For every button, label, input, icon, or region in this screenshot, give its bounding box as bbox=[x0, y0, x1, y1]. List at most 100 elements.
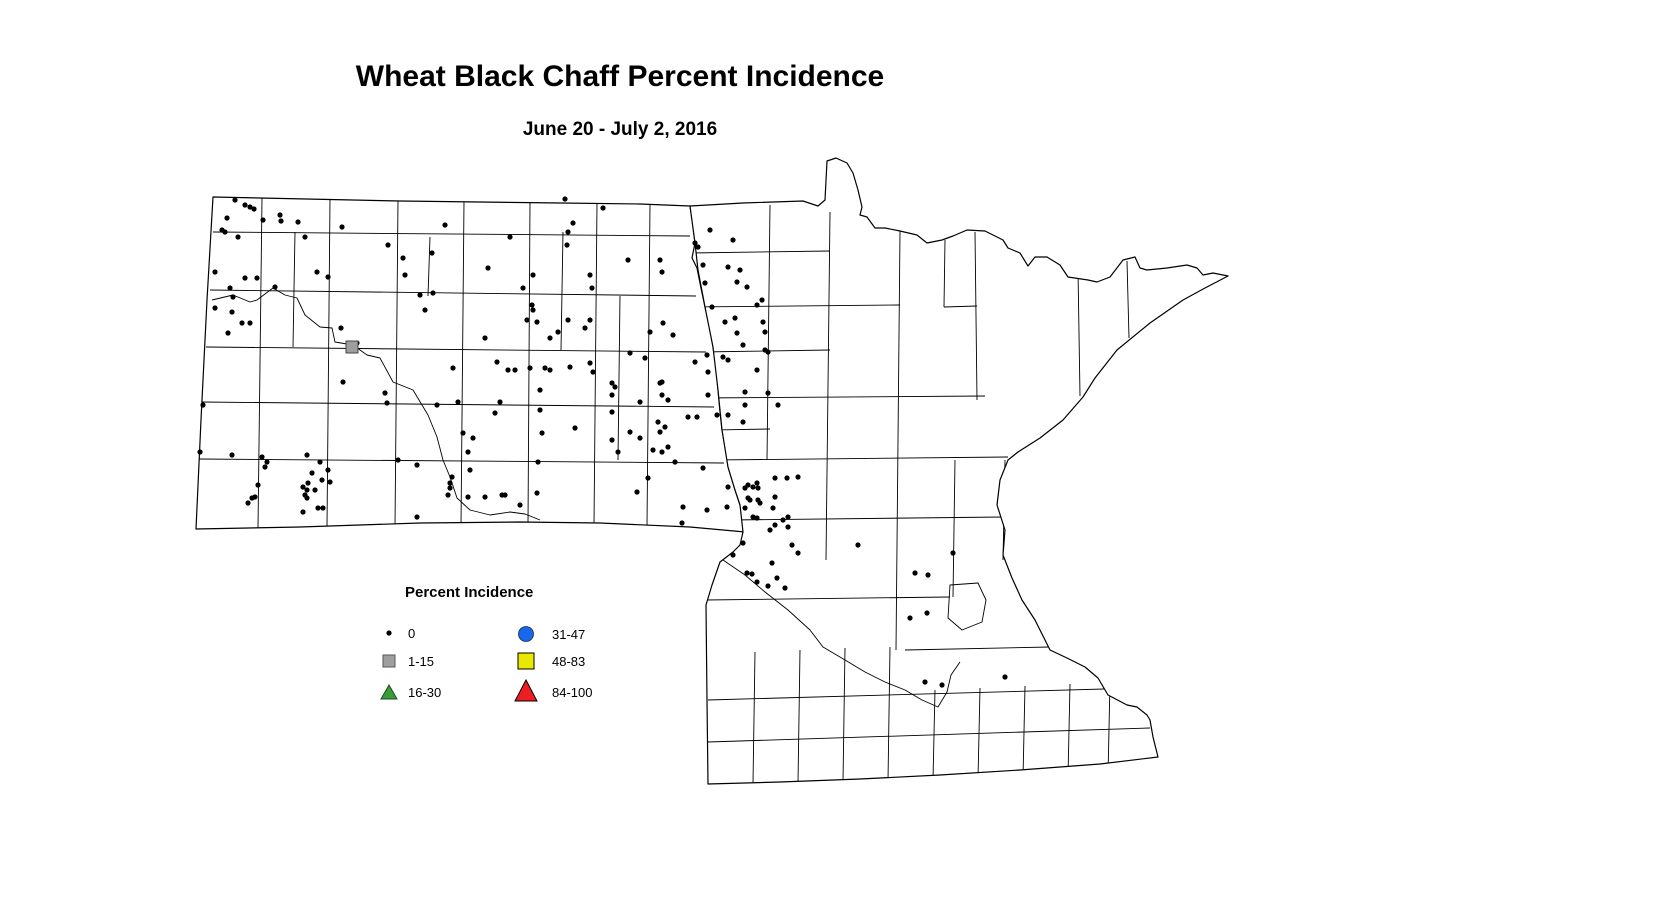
legend-symbol-circle-31-47 bbox=[518, 626, 534, 642]
map-point-0 bbox=[402, 272, 408, 278]
map-point-0 bbox=[659, 269, 665, 275]
map-point-0 bbox=[609, 380, 615, 386]
map-point-0 bbox=[749, 571, 755, 577]
map-point-0 bbox=[922, 679, 928, 685]
map-point-0 bbox=[447, 485, 453, 491]
map-point-0 bbox=[754, 367, 760, 373]
map-point-0 bbox=[855, 542, 861, 548]
map-point-0 bbox=[785, 514, 791, 520]
map-point-0 bbox=[539, 430, 545, 436]
map-point-0 bbox=[247, 204, 253, 210]
map-point-0 bbox=[590, 369, 596, 375]
map-point-0 bbox=[662, 424, 668, 430]
map-point-0 bbox=[235, 234, 241, 240]
map-point-0 bbox=[414, 514, 420, 520]
map-point-0 bbox=[665, 444, 671, 450]
map-point-0 bbox=[520, 285, 526, 291]
map-point-0 bbox=[582, 325, 588, 331]
map-point-0 bbox=[467, 467, 473, 473]
map-point-0 bbox=[527, 365, 533, 371]
map-point-0 bbox=[264, 459, 270, 465]
map-point-0 bbox=[670, 332, 676, 338]
map-point-0 bbox=[507, 234, 513, 240]
map-point-0 bbox=[704, 352, 710, 358]
map-point-0 bbox=[765, 583, 771, 589]
map-point-0 bbox=[740, 342, 746, 348]
north-dakota-outline bbox=[195, 196, 746, 533]
map-point-0 bbox=[570, 220, 576, 226]
map-point-0 bbox=[447, 480, 453, 486]
map-point-0 bbox=[295, 219, 301, 225]
map-point-0 bbox=[529, 302, 535, 308]
map-point-0 bbox=[339, 224, 345, 230]
map-point-0 bbox=[537, 407, 543, 413]
map-point-0 bbox=[242, 202, 248, 208]
map-point-0 bbox=[442, 222, 448, 228]
map-point-0 bbox=[384, 400, 390, 406]
map-point-0 bbox=[795, 474, 801, 480]
map-point-0 bbox=[300, 509, 306, 515]
map-point-0 bbox=[565, 229, 571, 235]
map-point-0 bbox=[725, 264, 731, 270]
map-point-0 bbox=[414, 462, 420, 468]
map-point-0 bbox=[537, 387, 543, 393]
map-point-0 bbox=[422, 307, 428, 313]
map-point-0 bbox=[709, 304, 715, 310]
map-point-0 bbox=[260, 217, 266, 223]
map-point-0 bbox=[657, 257, 663, 263]
map-point-0 bbox=[730, 237, 736, 243]
map-point-0 bbox=[742, 402, 748, 408]
legend-symbol-square-1-15 bbox=[382, 654, 396, 668]
map-point-0 bbox=[417, 292, 423, 298]
map-point-0 bbox=[705, 392, 711, 398]
map-point-0 bbox=[789, 542, 795, 548]
map-point-0 bbox=[705, 369, 711, 375]
map-point-0 bbox=[222, 229, 228, 235]
map-point-0 bbox=[460, 430, 466, 436]
map-point-0 bbox=[720, 354, 726, 360]
map-point-0 bbox=[309, 470, 315, 476]
map-point-0 bbox=[754, 302, 760, 308]
map-point-0 bbox=[742, 505, 748, 511]
map-point-0 bbox=[700, 465, 706, 471]
map-point-0 bbox=[325, 274, 331, 280]
map-point-0 bbox=[340, 379, 346, 385]
map-point-0 bbox=[470, 435, 476, 441]
map-point-0 bbox=[655, 419, 661, 425]
map-point-0 bbox=[782, 585, 788, 591]
map-point-0 bbox=[502, 492, 508, 498]
map-point-0 bbox=[730, 552, 736, 558]
map-point-0 bbox=[242, 275, 248, 281]
map-point-0 bbox=[262, 464, 268, 470]
map-point-0 bbox=[685, 414, 691, 420]
map-point-0 bbox=[325, 467, 331, 473]
map-point-0 bbox=[925, 572, 931, 578]
map-point-0 bbox=[755, 485, 761, 491]
map-point-0 bbox=[724, 504, 730, 510]
map-point-0 bbox=[784, 475, 790, 481]
map-point-0 bbox=[700, 262, 706, 268]
map-point-0 bbox=[272, 284, 278, 290]
map-point-0 bbox=[247, 320, 253, 326]
legend-label-84-100: 84-100 bbox=[552, 685, 592, 700]
map-point-0 bbox=[780, 517, 786, 523]
map-point-0 bbox=[251, 206, 257, 212]
map-point-0 bbox=[197, 449, 203, 455]
map-point-0 bbox=[505, 367, 511, 373]
map-point-0 bbox=[567, 364, 573, 370]
map-point-0 bbox=[314, 269, 320, 275]
minnesota-outline bbox=[689, 157, 1229, 785]
map-point-0 bbox=[239, 320, 245, 326]
map-point-0 bbox=[327, 479, 333, 485]
map-point-0 bbox=[564, 242, 570, 248]
map-point-0 bbox=[759, 297, 765, 303]
map-point-0 bbox=[338, 325, 344, 331]
map-point-0 bbox=[302, 234, 308, 240]
north-dakota-county-lines bbox=[198, 197, 725, 529]
map-point-0 bbox=[765, 390, 771, 396]
map-point-0 bbox=[647, 329, 653, 335]
map-point-0 bbox=[494, 359, 500, 365]
map-point-0 bbox=[224, 215, 230, 221]
map-point-0 bbox=[497, 399, 503, 405]
map-point-0 bbox=[772, 494, 778, 500]
